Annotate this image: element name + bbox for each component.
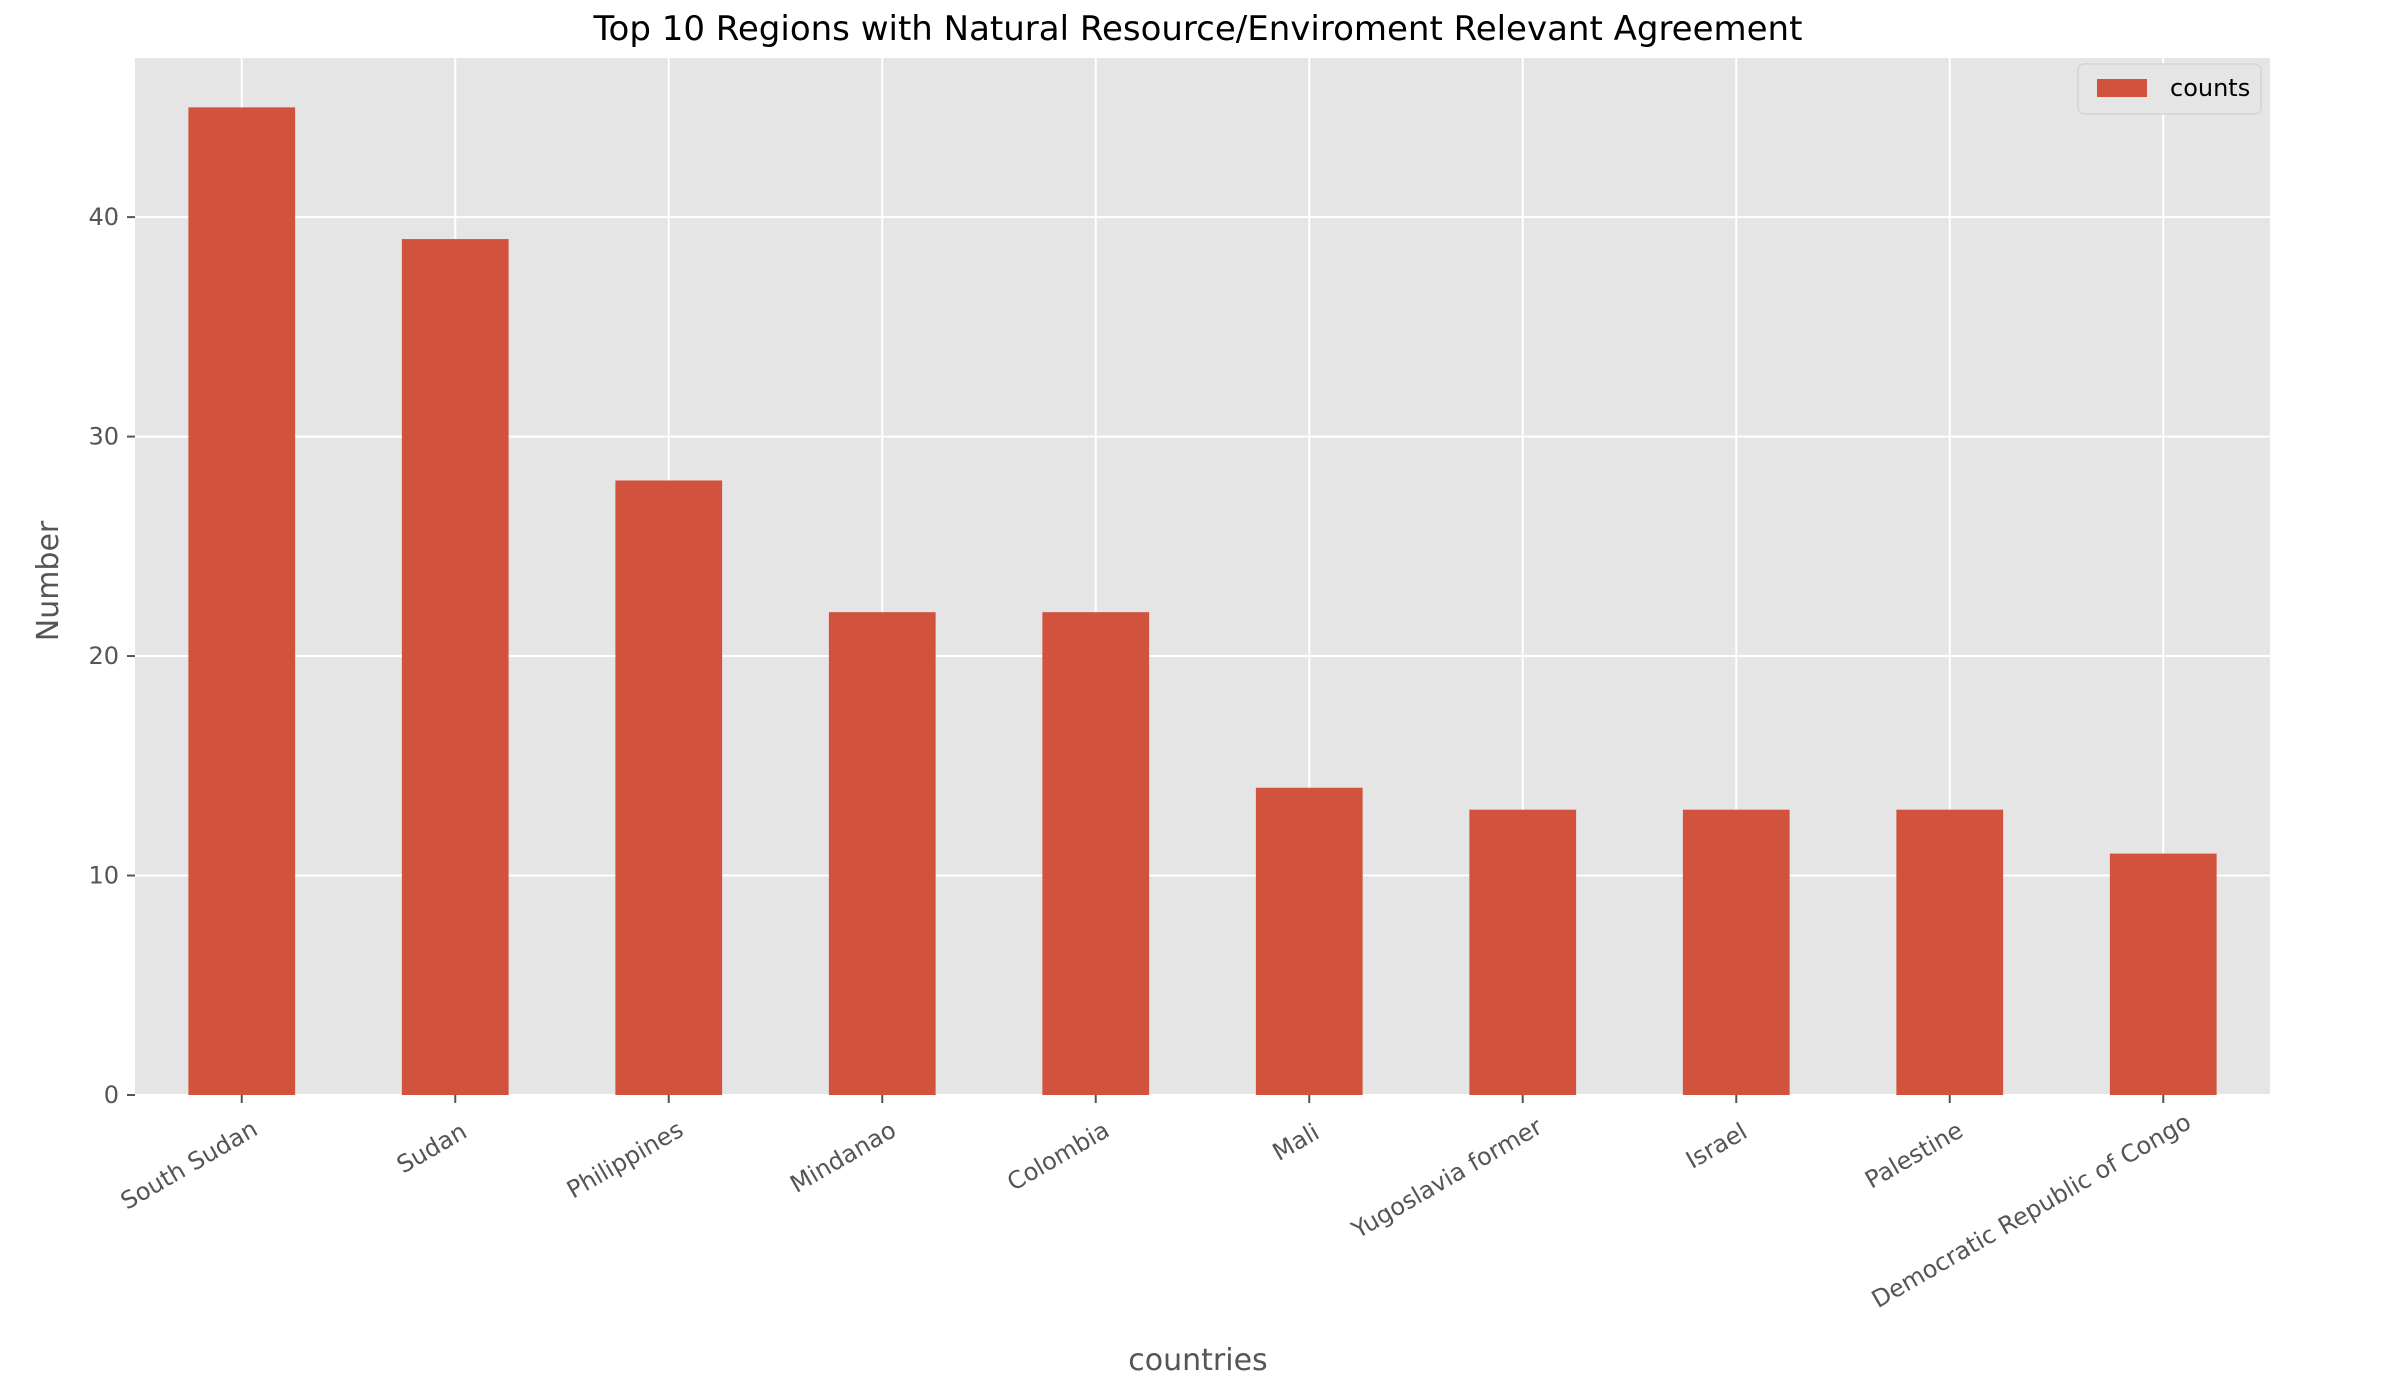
y-axis-label: Number [31, 520, 66, 641]
x-tick-label: South Sudan [116, 1115, 262, 1216]
legend-swatch [2097, 79, 2147, 97]
x-tick-label: Mali [1268, 1118, 1324, 1167]
bar [1896, 809, 2004, 1095]
y-tick-label: 40 [88, 203, 119, 231]
bar [401, 239, 509, 1096]
x-tick-label: Philippines [562, 1115, 688, 1204]
bar [1042, 612, 1150, 1095]
y-tick-label: 0 [104, 1081, 119, 1109]
x-tick-label: Palestine [1860, 1116, 1968, 1194]
legend-label: counts [2170, 74, 2250, 102]
bars [188, 107, 2217, 1096]
x-axis-label: countries [1128, 1343, 1267, 1378]
bar [1255, 787, 1363, 1095]
x-tick-label: Sudan [392, 1117, 471, 1179]
bar [1469, 809, 1577, 1095]
bar [1682, 809, 1790, 1095]
chart-title: Top 10 Regions with Natural Resource/Env… [593, 9, 1803, 49]
bar [188, 107, 296, 1095]
legend-box [2077, 63, 2262, 115]
x-tick-label: Colombia [1002, 1116, 1114, 1197]
bar [615, 480, 723, 1096]
x-tick-label: Israel [1681, 1117, 1752, 1174]
y-tick-label: 20 [88, 642, 119, 670]
legend: counts [2077, 63, 2262, 115]
bar [2109, 853, 2217, 1095]
y-tick-label: 30 [88, 423, 119, 451]
x-tick-label: Yugoslavia former [1346, 1112, 1547, 1244]
y-tick-label: 10 [88, 862, 119, 890]
x-tick-label: Mindanao [785, 1116, 900, 1199]
bar [828, 612, 936, 1095]
